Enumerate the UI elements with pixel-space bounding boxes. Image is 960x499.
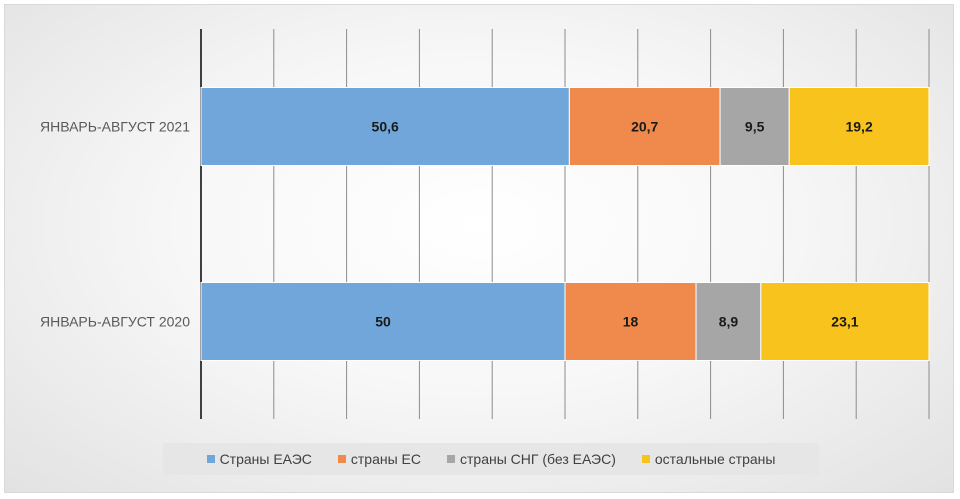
data-label: 20,7 [631,119,658,135]
data-label: 9,5 [745,119,765,135]
legend-item: остальные страны [641,451,776,467]
data-label: 8,9 [719,314,739,330]
legend-item: Страны ЕАЭС [206,451,312,467]
legend-swatch [447,455,456,463]
category-label: ЯНВАРЬ-АВГУСТ 2021 [40,119,190,135]
legend-item: страны ЕС [337,451,422,467]
data-label: 50,6 [372,119,399,135]
legend-item: страны СНГ (без ЕАЭС) [447,451,616,467]
legend-label: страны СНГ (без ЕАЭС) [460,451,616,467]
category-label: ЯНВАРЬ-АВГУСТ 2020 [40,314,190,330]
bar-segment [200,87,570,166]
chart-area [4,4,954,493]
bar-segment [200,282,566,361]
legend-label: страны ЕС [350,451,422,467]
bar-segment [564,282,697,361]
bar-segment [568,87,721,166]
data-label: 50 [375,314,391,330]
bar-segment [719,87,790,166]
legend-label: Страны ЕАЭС [219,451,312,467]
legend-swatch [641,455,650,463]
legend: Страны ЕАЭС страны ЕС страны СНГ (без ЕАЭС… [163,443,819,475]
legend-swatch [206,455,215,463]
data-label: 18 [623,314,639,330]
bar-segment [788,87,930,166]
data-label: 23,1 [831,314,858,330]
data-label: 19,2 [845,119,872,135]
bar-segment [760,282,930,361]
legend-swatch [337,455,346,463]
legend-label: остальные страны [654,451,776,467]
